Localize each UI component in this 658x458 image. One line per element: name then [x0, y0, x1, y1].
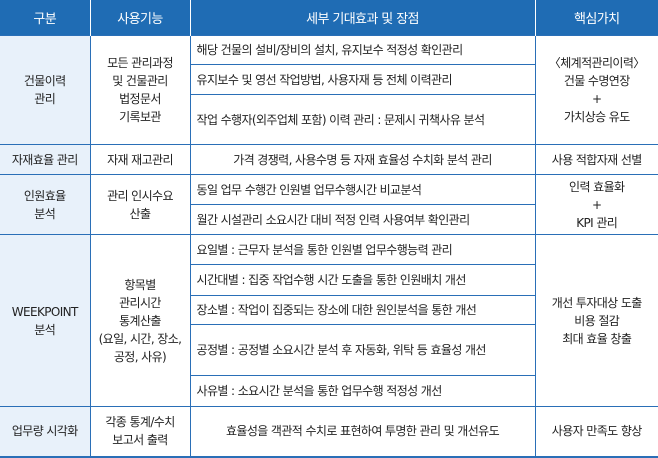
table-row: 시간대별 : 집중 작업수행 시간 도출을 통한 인원배치 개선: [0, 264, 658, 296]
detail-cell: 해당 건물의 설비/장비의 설치, 유지보수 적정성 확인관리: [189, 35, 536, 65]
cell-line: 자재 재고관리: [107, 152, 173, 167]
header-details: 세부 기대효과 및 장점: [189, 0, 535, 36]
category-cell: 자재효율 관리: [0, 144, 91, 175]
cell-line: (요일, 시간, 장소,: [98, 331, 182, 346]
header-category: 구분: [0, 0, 90, 36]
table-row: 장소별 : 작업이 집중되는 장소에 대한 원인분석을 통한 개선: [0, 295, 658, 325]
cell-line: KPI 관리: [576, 215, 618, 230]
cell-line: 법정문서: [119, 92, 161, 106]
cell-line: 최대 효율 창출: [562, 331, 632, 346]
cell-line: 업무량 시각화: [11, 424, 78, 439]
cell-line: 건물 수명연장: [563, 74, 630, 88]
detail-cell: 사유별 : 소요시간 분석을 통한 업무수행 적정성 개선: [189, 375, 536, 407]
cell-line: 항목별: [124, 277, 156, 292]
cell-line: 개선 투자대상 도출: [551, 295, 643, 310]
table-row: 공정별 : 공정별 소요시간 분석 후 자동화, 위탁 등 효율성 개선: [0, 324, 658, 376]
detail-cell: 가격 경쟁력, 사용수명 등 자재 효율성 수치화 분석 관리: [189, 144, 536, 175]
cell-line: 비용 절감: [574, 313, 620, 328]
cell-line: 인원효율: [23, 188, 66, 203]
cell-line: 가치상승 유도: [563, 110, 630, 124]
cell-line: 통계산출: [119, 313, 161, 328]
detail-cell: 효율성을 객관적 수치로 표현하여 투명한 관리 및 개선유도: [189, 406, 536, 458]
cell-line: 각종 통계/수치: [105, 415, 175, 430]
cell-line: 사용 적합자재 선별: [551, 152, 643, 167]
detail-cell: 시간대별 : 집중 작업수행 시간 도출을 통한 인원배치 개선: [189, 264, 536, 296]
cell-line: 〈체계적관리이력〉: [548, 56, 645, 70]
cell-line: 산출: [129, 206, 151, 221]
table-row: 건물이력 관리 모든 관리과정 및 건물관리 법정문서 기록보관 해당 건물의 설비/장비의…: [0, 35, 658, 145]
detail-cell: 월간 시설관리 소요시간 대비 적정 인력 사용여부 확인관리: [189, 204, 536, 235]
cell-line: 기록보관: [119, 110, 161, 124]
cell-line: 인력 효율화: [569, 179, 625, 194]
cell-line: 관리시간: [119, 295, 161, 310]
value-cell: 사용 적합자재 선별: [534, 144, 658, 175]
cell-line: 건물이력: [23, 74, 66, 88]
detail-cell: 장소별 : 작업이 집중되는 장소에 대한 원인분석을 통한 개선: [189, 295, 536, 325]
header-value: 핵심가치: [534, 0, 658, 36]
header-row: 구분 사용기능 세부 기대효과 및 장점 핵심가치: [0, 0, 658, 36]
table-row: 인원효율 분석 관리 인시수요 산출 동일 업무 수행간 인원별 업무수행시간 비교분석…: [0, 174, 658, 235]
table-row: 유지보수 및 영선 작업방법, 사용자재 등 전체 이력관리: [0, 64, 658, 95]
category-cell: WEEKPOINT 분석: [0, 234, 91, 407]
detail-cell: 동일 업무 수행간 인원별 업무수행시간 비교분석: [189, 174, 536, 205]
cell-line: +: [592, 92, 602, 106]
cell-line: 관리 인시수요: [107, 188, 173, 203]
table-row: 업무량 시각화 각종 통계/수치 보고서 출력 효율성을 객관적 수치로 표현하여 투…: [0, 406, 658, 458]
header-function: 사용기능: [89, 0, 190, 36]
cell-line: 모든 관리과정: [107, 56, 173, 70]
detail-cell: 공정별 : 공정별 소요시간 분석 후 자동화, 위탁 등 효율성 개선: [189, 324, 536, 376]
cell-line: 및 건물관리: [112, 74, 168, 88]
table-row: 자재효율 관리 자재 재고관리 가격 경쟁력, 사용수명 등 자재 효율성 수치화 …: [0, 144, 658, 175]
cell-line: 보고서 출력: [112, 433, 168, 448]
detail-cell: 요일별 : 근무자 분석을 통한 인원별 업무수행능력 관리: [189, 234, 536, 265]
cell-line: 사용자 만족도 향상: [551, 424, 643, 439]
cell-line: WEEKPOINT: [11, 304, 79, 319]
cell-line: +: [592, 197, 602, 212]
category-cell: 업무량 시각화: [0, 406, 91, 458]
function-cell: 자재 재고관리: [89, 144, 191, 175]
detail-cell: 작업 수행자(외주업체 포함) 이력 관리 : 문제시 귀책사유 분석: [189, 94, 536, 145]
cell-line: 분석: [34, 322, 56, 337]
detail-cell: 유지보수 및 영선 작업방법, 사용자재 등 전체 이력관리: [189, 64, 536, 95]
value-cell: 〈체계적관리이력〉 건물 수명연장 + 가치상승 유도: [534, 35, 658, 145]
table-row: 사유별 : 소요시간 분석을 통한 업무수행 적정성 개선: [0, 375, 658, 407]
value-cell: 인력 효율화 + KPI 관리: [534, 174, 658, 235]
table-row: 작업 수행자(외주업체 포함) 이력 관리 : 문제시 귀책사유 분석: [0, 94, 658, 145]
cell-line: 자재효율 관리: [11, 152, 78, 167]
cell-line: 관리: [34, 92, 56, 106]
value-cell: 사용자 만족도 향상: [534, 406, 658, 458]
cell-line: 분석: [34, 206, 56, 221]
cell-line: 공정, 사유): [113, 349, 167, 364]
